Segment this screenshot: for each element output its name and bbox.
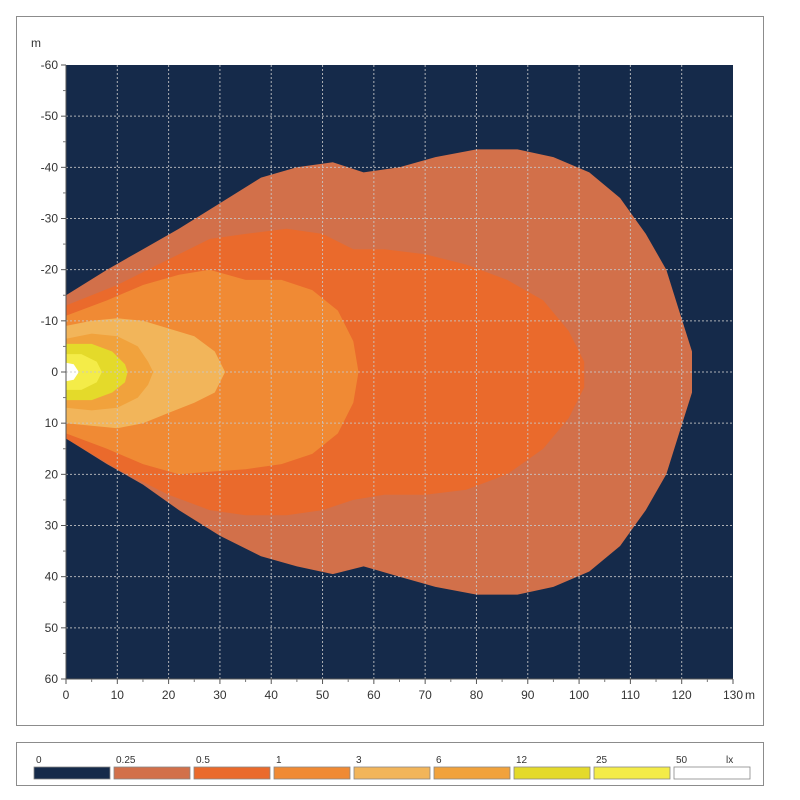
legend-label: 1 [276,755,282,766]
x-tick-label: 20 [162,688,176,702]
legend-swatch-25 [593,766,671,780]
legend-swatch-0-25 [113,766,191,780]
y-tick-label: 20 [45,467,59,481]
y-tick-label: -60 [41,58,59,72]
x-tick-label: 10 [111,688,125,702]
y-tick-label: 30 [45,519,59,533]
x-tick-label: 0 [63,688,70,702]
legend-swatch-3 [353,766,431,780]
isolux-chart-frame: 0 10 20 30 40 50 60 70 80 90 100 110 120 130 -60 -50 -40… [16,16,764,726]
x-tick-label: 40 [265,688,279,702]
legend-swatch-6 [433,766,511,780]
isolux-chart: 0 10 20 30 40 50 60 70 80 90 100 110 120 130-60-50-40… [31,36,755,702]
y-axis-label: m [31,36,41,50]
legend-swatch-0 [33,766,111,780]
legend-frame: 0 0.25 0.5 1 3 6 12 25 50 lx [16,742,764,786]
legend-label: 0.5 [196,755,210,766]
x-tick-label: 30 [213,688,227,702]
legend-label: 25 [596,755,608,766]
y-tick-label: 50 [45,621,59,635]
legend-swatch-0-5 [193,766,271,780]
x-tick-label: 110 [621,688,640,702]
x-tick-label: 70 [418,688,432,702]
legend-unit-label: lx [726,755,733,766]
legend-swatch-1 [273,766,351,780]
x-tick-label: 60 [367,688,381,702]
y-tick-label: -20 [41,263,59,277]
legend-swatch-50 [673,766,751,780]
x-tick-label: 90 [521,688,535,702]
y-tick-label: -40 [41,160,59,174]
y-tick-label: 10 [45,416,59,430]
legend-label: 50 [676,755,688,766]
y-tick-label: -50 [41,109,59,123]
legend-label: 0 [36,755,42,766]
legend-label: 6 [436,755,442,766]
y-tick-label: -10 [41,314,59,328]
legend-label: 12 [516,755,528,766]
y-tick-label: 0 [51,365,58,379]
x-tick-label: 50 [316,688,330,702]
color-legend: 0 0.25 0.5 1 3 6 12 25 50 lx [33,755,751,780]
x-tick-label: 100 [569,688,589,702]
legend-swatch-12 [513,766,591,780]
isolux-contour-50 [66,362,79,382]
legend-label: 3 [356,755,362,766]
y-tick-label: -30 [41,212,59,226]
x-tick-label: 120 [672,688,692,702]
y-tick-label: 40 [45,570,59,584]
x-tick-label: 80 [470,688,484,702]
x-tick-label: 130 [723,688,743,702]
x-axis-label: m [745,688,755,702]
legend-label: 0.25 [116,755,136,766]
y-tick-label: 60 [45,672,59,686]
